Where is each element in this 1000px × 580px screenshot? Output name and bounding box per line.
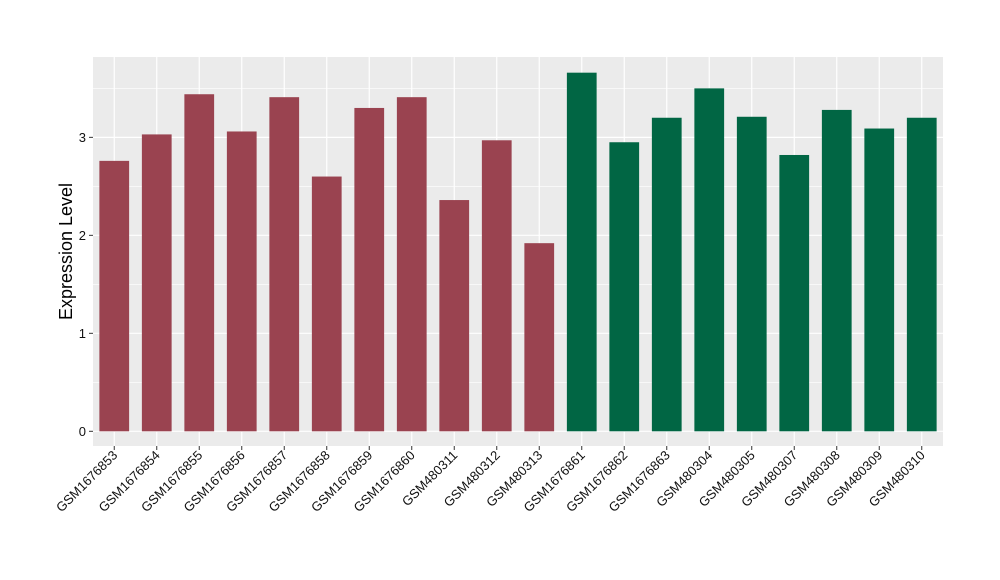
bar-GSM480304 [694,88,725,432]
bar-GSM1676861 [566,72,597,432]
bar-GSM480312 [481,140,512,432]
bar-GSM1676858 [311,176,342,432]
plot-panel [93,57,943,446]
y-tick-label: 3 [79,130,86,145]
bar-GSM480307 [779,154,810,432]
bars [99,72,937,432]
bar-GSM480311 [439,200,470,432]
bar-GSM480309 [864,128,895,432]
bar-GSM1676854 [141,134,172,432]
bar-GSM480305 [736,116,767,432]
bar-GSM1676862 [609,142,640,432]
bar-GSM1676856 [226,131,257,432]
bar-GSM1676853 [99,160,130,432]
y-tick-label: 2 [79,228,86,243]
bar-GSM1676857 [269,97,300,432]
bar-GSM1676863 [651,117,682,432]
x-axis: GSM1676853GSM1676854GSM1676855GSM1676856… [53,446,928,515]
bar-GSM1676859 [354,107,385,432]
bar-GSM1676860 [396,97,427,432]
y-tick-label: 0 [79,424,86,439]
y-axis-title: Expression Level [56,183,76,320]
y-axis: 0 1 2 3 [79,130,93,439]
bar-GSM480310 [906,117,937,432]
y-tick-label: 1 [79,326,86,341]
bar-GSM480313 [524,243,555,432]
bar-GSM1676855 [184,94,215,432]
bar-GSM480308 [821,109,852,432]
